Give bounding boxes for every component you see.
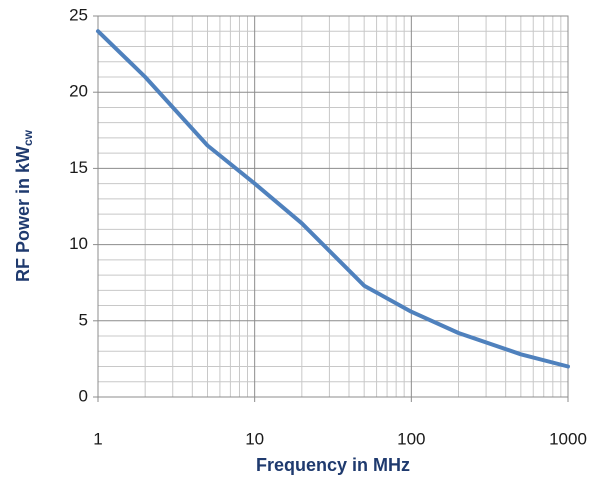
y-tick-label: 25	[69, 5, 88, 24]
y-tick-label: 10	[69, 234, 88, 253]
y-axis-title-sub: cw	[21, 129, 35, 146]
y-tick-label: 15	[69, 158, 88, 177]
x-tick-label: 1	[93, 429, 102, 448]
y-tick-label: 5	[79, 310, 88, 329]
x-axis-title: Frequency in MHz	[256, 455, 410, 475]
data-line	[96, 29, 570, 369]
y-tick-label: 0	[79, 386, 88, 405]
plot-frame	[97, 15, 569, 398]
x-tick-label: 100	[397, 429, 425, 448]
y-tick-label: 20	[69, 82, 88, 101]
y-axis-title: RF Power in kWcw	[13, 129, 35, 282]
x-tick-label: 10	[245, 429, 264, 448]
y-axis-title-main: RF Power in kW	[13, 146, 33, 282]
x-tick-label: 1000	[549, 429, 587, 448]
